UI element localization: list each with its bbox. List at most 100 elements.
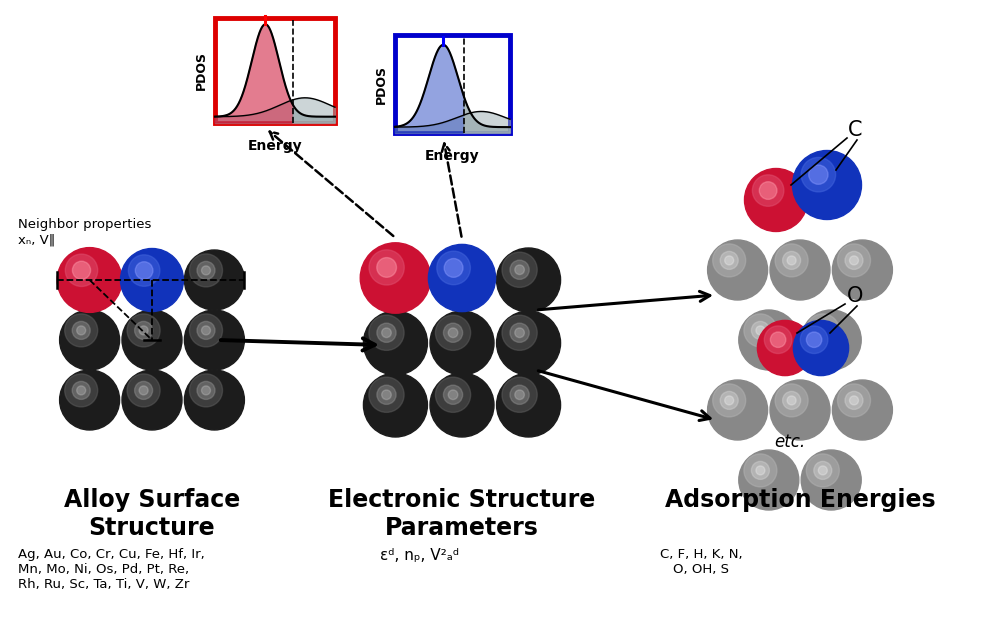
Circle shape bbox=[850, 396, 858, 405]
Circle shape bbox=[502, 315, 538, 350]
Circle shape bbox=[502, 377, 538, 412]
FancyBboxPatch shape bbox=[395, 35, 510, 133]
Circle shape bbox=[437, 251, 471, 285]
Circle shape bbox=[770, 240, 830, 300]
Circle shape bbox=[189, 374, 223, 407]
Circle shape bbox=[751, 461, 769, 480]
Circle shape bbox=[806, 314, 840, 347]
Text: Adsorption Energies: Adsorption Energies bbox=[665, 488, 935, 512]
Circle shape bbox=[720, 251, 738, 270]
Circle shape bbox=[496, 248, 560, 312]
Circle shape bbox=[783, 251, 800, 270]
Circle shape bbox=[739, 310, 799, 370]
Text: Energy: Energy bbox=[247, 139, 302, 153]
Circle shape bbox=[744, 454, 777, 487]
Circle shape bbox=[787, 396, 797, 405]
Circle shape bbox=[77, 326, 85, 335]
Circle shape bbox=[845, 391, 863, 410]
Text: Electronic Structure
Parameters: Electronic Structure Parameters bbox=[329, 488, 595, 540]
Circle shape bbox=[377, 385, 396, 404]
Circle shape bbox=[850, 256, 858, 265]
Circle shape bbox=[756, 466, 765, 475]
Circle shape bbox=[129, 255, 160, 286]
Circle shape bbox=[139, 326, 148, 335]
Circle shape bbox=[751, 321, 769, 340]
Circle shape bbox=[787, 256, 797, 265]
Circle shape bbox=[756, 326, 765, 335]
Circle shape bbox=[139, 386, 148, 395]
Circle shape bbox=[770, 332, 786, 347]
Circle shape bbox=[764, 326, 792, 354]
Circle shape bbox=[800, 326, 828, 354]
Circle shape bbox=[60, 310, 120, 370]
Text: PDOS: PDOS bbox=[375, 64, 387, 104]
Circle shape bbox=[134, 382, 153, 399]
Circle shape bbox=[189, 254, 223, 287]
Text: Neighbor properties
xₙ, V‖: Neighbor properties xₙ, V‖ bbox=[18, 218, 151, 246]
Circle shape bbox=[725, 256, 734, 265]
Text: C, F, H, K, N,
O, OH, S: C, F, H, K, N, O, OH, S bbox=[660, 548, 743, 576]
Circle shape bbox=[745, 169, 807, 232]
Circle shape bbox=[713, 244, 746, 277]
Circle shape bbox=[122, 370, 182, 430]
Circle shape bbox=[73, 382, 90, 399]
Circle shape bbox=[122, 310, 182, 370]
Circle shape bbox=[783, 391, 800, 410]
Circle shape bbox=[443, 323, 463, 342]
Circle shape bbox=[60, 370, 120, 430]
Circle shape bbox=[197, 382, 215, 399]
Circle shape bbox=[707, 240, 767, 300]
Circle shape bbox=[814, 321, 832, 340]
Circle shape bbox=[382, 390, 391, 399]
Circle shape bbox=[838, 384, 870, 417]
Circle shape bbox=[833, 380, 893, 440]
Circle shape bbox=[502, 252, 538, 287]
Circle shape bbox=[363, 373, 428, 437]
Circle shape bbox=[128, 374, 160, 407]
Circle shape bbox=[775, 244, 808, 277]
Text: Ag, Au, Co, Cr, Cu, Fe, Hf, Ir,
Mn, Mo, Ni, Os, Pd, Pt, Re,
Rh, Ru, Sc, Ta, Ti, : Ag, Au, Co, Cr, Cu, Fe, Hf, Ir, Mn, Mo, … bbox=[18, 548, 205, 591]
Circle shape bbox=[197, 321, 215, 340]
Circle shape bbox=[201, 326, 211, 335]
Circle shape bbox=[201, 266, 211, 275]
Circle shape bbox=[757, 321, 812, 376]
Circle shape bbox=[382, 328, 391, 338]
Circle shape bbox=[720, 391, 738, 410]
Circle shape bbox=[448, 328, 458, 338]
Circle shape bbox=[752, 175, 784, 206]
Circle shape bbox=[184, 310, 244, 370]
Text: O: O bbox=[847, 286, 863, 306]
Circle shape bbox=[770, 380, 830, 440]
Circle shape bbox=[448, 390, 458, 399]
Circle shape bbox=[363, 311, 428, 375]
Circle shape bbox=[515, 328, 525, 338]
Circle shape bbox=[806, 332, 822, 347]
Circle shape bbox=[121, 249, 183, 312]
Circle shape bbox=[369, 315, 404, 350]
Circle shape bbox=[510, 385, 529, 404]
Circle shape bbox=[515, 265, 525, 275]
Circle shape bbox=[759, 182, 777, 199]
Circle shape bbox=[184, 250, 244, 310]
Circle shape bbox=[189, 314, 223, 347]
Circle shape bbox=[801, 310, 861, 370]
Circle shape bbox=[739, 450, 799, 510]
Circle shape bbox=[818, 466, 827, 475]
Circle shape bbox=[793, 151, 861, 219]
Circle shape bbox=[818, 326, 827, 335]
Circle shape bbox=[73, 321, 90, 340]
Circle shape bbox=[713, 384, 746, 417]
Text: Energy: Energy bbox=[425, 149, 480, 163]
Circle shape bbox=[436, 315, 471, 350]
Circle shape bbox=[496, 373, 560, 437]
Circle shape bbox=[808, 165, 828, 184]
Text: Alloy Surface
Structure: Alloy Surface Structure bbox=[64, 488, 240, 540]
Circle shape bbox=[128, 314, 160, 347]
Circle shape bbox=[57, 247, 122, 312]
Polygon shape bbox=[464, 97, 510, 133]
Circle shape bbox=[377, 258, 396, 277]
Circle shape bbox=[801, 157, 836, 192]
Circle shape bbox=[430, 311, 494, 375]
Circle shape bbox=[775, 384, 808, 417]
Circle shape bbox=[430, 373, 494, 437]
